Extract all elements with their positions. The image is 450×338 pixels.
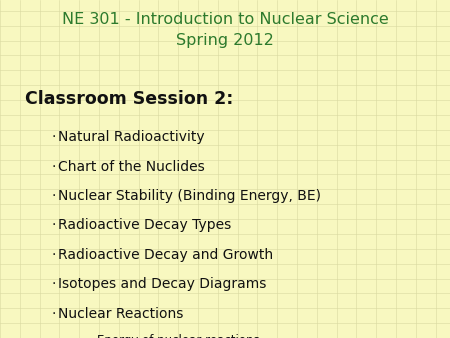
Text: Radioactive Decay Types: Radioactive Decay Types xyxy=(58,218,231,232)
Text: ·: · xyxy=(52,307,56,320)
Text: Energy of nuclear reactions: Energy of nuclear reactions xyxy=(97,334,259,338)
Text: ·: · xyxy=(88,334,91,338)
Text: Nuclear Reactions: Nuclear Reactions xyxy=(58,307,183,320)
Text: Chart of the Nuclides: Chart of the Nuclides xyxy=(58,160,204,173)
Text: ·: · xyxy=(52,160,56,173)
Text: ·: · xyxy=(52,130,56,144)
Text: ·: · xyxy=(52,189,56,203)
Text: Nuclear Stability (Binding Energy, BE): Nuclear Stability (Binding Energy, BE) xyxy=(58,189,320,203)
Text: ·: · xyxy=(52,248,56,262)
Text: Radioactive Decay and Growth: Radioactive Decay and Growth xyxy=(58,248,273,262)
Text: Isotopes and Decay Diagrams: Isotopes and Decay Diagrams xyxy=(58,277,266,291)
Text: Natural Radioactivity: Natural Radioactivity xyxy=(58,130,204,144)
Text: ·: · xyxy=(52,218,56,232)
Text: ·: · xyxy=(52,277,56,291)
Text: Classroom Session 2:: Classroom Session 2: xyxy=(25,90,233,107)
Text: NE 301 - Introduction to Nuclear Science
Spring 2012: NE 301 - Introduction to Nuclear Science… xyxy=(62,12,388,48)
